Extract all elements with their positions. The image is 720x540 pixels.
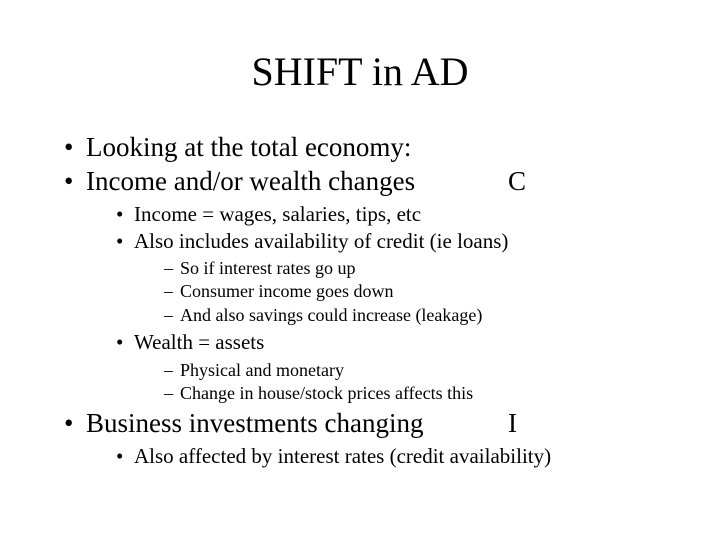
bullet-text: Change in house/stock prices affects thi… — [180, 383, 473, 403]
bullet-text: Wealth = assets — [134, 330, 264, 354]
bullet-text: And also savings could increase (leakage… — [180, 305, 482, 325]
bullet-total-economy: Looking at the total economy: — [64, 131, 660, 165]
bullet-text: Income and/or wealth changes — [86, 166, 415, 196]
bullet-text: Consumer income goes down — [180, 281, 393, 301]
trail-letter-c: C — [508, 165, 526, 199]
subsubbullet-rates-up: So if interest rates go up — [164, 257, 660, 280]
bullet-business-invest: Business investments changing I — [64, 407, 660, 441]
bullet-text: Looking at the total economy: — [86, 132, 411, 162]
subsubbullet-house-stock: Change in house/stock prices affects thi… — [164, 382, 660, 405]
trail-letter-i: I — [508, 407, 517, 441]
subsubbullet-savings: And also savings could increase (leakage… — [164, 304, 660, 327]
subbullet-credit: Also includes availability of credit (ie… — [116, 228, 660, 255]
slide-container: SHIFT in AD Looking at the total economy… — [0, 0, 720, 510]
bullet-income-wealth: Income and/or wealth changes C — [64, 165, 660, 199]
bullet-text: So if interest rates go up — [180, 258, 355, 278]
bullet-text: Also includes availability of credit (ie… — [134, 229, 508, 253]
bullet-text: Income = wages, salaries, tips, etc — [134, 202, 421, 226]
subbullet-income-def: Income = wages, salaries, tips, etc — [116, 201, 660, 228]
bullet-text: Also affected by interest rates (credit … — [134, 444, 551, 468]
subbullet-wealth: Wealth = assets — [116, 329, 660, 356]
subbullet-biz-rates: Also affected by interest rates (credit … — [116, 443, 660, 470]
bullet-text: Physical and monetary — [180, 360, 344, 380]
subsubbullet-income-down: Consumer income goes down — [164, 280, 660, 303]
subsubbullet-physical-monetary: Physical and monetary — [164, 359, 660, 382]
slide-title: SHIFT in AD — [60, 48, 660, 95]
bullet-text: Business investments changing — [86, 408, 423, 438]
